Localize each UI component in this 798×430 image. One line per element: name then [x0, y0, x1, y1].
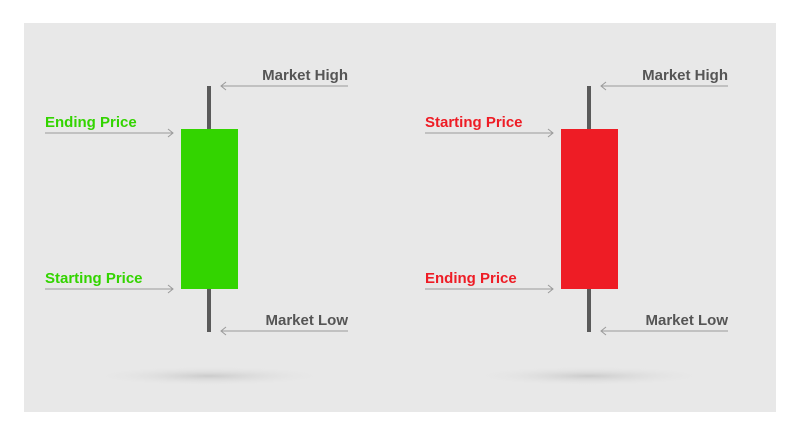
bullish-candle-group: Ending Price Starting Price Market High …	[45, 67, 348, 386]
bearish-bottom-right-label: Market Low	[645, 312, 728, 329]
bearish-bottom-right-arrowhead-icon	[600, 326, 607, 336]
bullish-bottom-left-arrowhead-icon	[167, 284, 174, 294]
bearish-candle-body	[561, 129, 618, 289]
bearish-bottom-left-arrowhead-icon	[547, 284, 554, 294]
bullish-top-left-label: Ending Price	[45, 114, 137, 131]
bearish-top-right-label: Market High	[642, 67, 728, 84]
bearish-bottom-left-label: Ending Price	[425, 270, 517, 287]
bullish-top-right-label: Market High	[262, 67, 348, 84]
bearish-candle-shadow	[469, 366, 709, 386]
diagram-background	[24, 23, 776, 412]
bullish-top-right-arrowhead-icon	[220, 81, 227, 91]
bullish-candle-shadow	[89, 366, 329, 386]
bearish-top-left-arrowhead-icon	[547, 128, 554, 138]
bearish-candle-group: Starting Price Ending Price Market High …	[425, 67, 728, 386]
bullish-bottom-left-label: Starting Price	[45, 270, 143, 287]
bearish-top-right-arrowhead-icon	[600, 81, 607, 91]
bullish-candle-body	[181, 129, 238, 289]
bullish-bottom-right-label: Market Low	[265, 312, 348, 329]
bearish-top-left-label: Starting Price	[425, 114, 523, 131]
bullish-bottom-right-arrowhead-icon	[220, 326, 227, 336]
bullish-top-left-arrowhead-icon	[167, 128, 174, 138]
